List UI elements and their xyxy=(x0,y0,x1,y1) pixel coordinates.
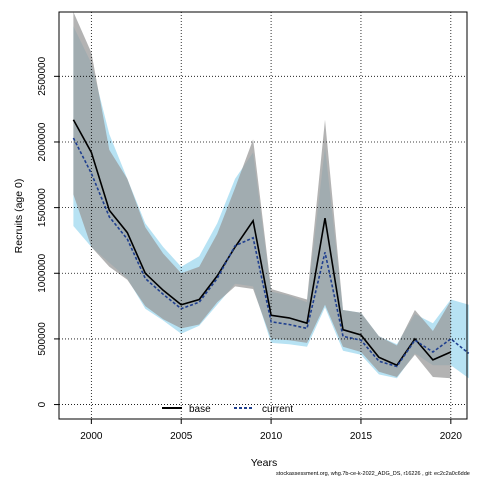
series-line-base xyxy=(72,119,452,367)
series-lines xyxy=(72,119,470,368)
grid xyxy=(59,12,467,419)
x-tick-label-2000: 2000 xyxy=(80,431,103,442)
x-axis: 2000 2005 2010 2015 2020 xyxy=(80,419,462,442)
y-tick-label-500000: 500000 xyxy=(37,322,48,356)
y-axis-title: Recruits (age 0) xyxy=(13,179,25,254)
x-tick-label-2020: 2020 xyxy=(440,431,463,442)
y-tick-label-0: 0 xyxy=(37,401,48,407)
y-axis: 0 500000 1000000 1500000 2000000 2500000 xyxy=(37,56,59,407)
legend: base current xyxy=(162,404,293,415)
plot-frame xyxy=(58,11,468,420)
legend-label-base: base xyxy=(189,404,211,415)
confidence-bands xyxy=(73,12,469,379)
y-tick-label-2000000: 2000000 xyxy=(37,122,48,161)
y-tick-label-1000000: 1000000 xyxy=(37,253,48,292)
x-axis-title: Years xyxy=(251,457,277,469)
x-tick-label-2010: 2010 xyxy=(260,431,283,442)
legend-label-current: current xyxy=(262,404,293,415)
x-tick-label-2015: 2015 xyxy=(350,431,373,442)
footer-credit: stockassessment.org, whg.7b-ce-k-2022_AD… xyxy=(276,471,470,477)
band-base xyxy=(73,12,451,379)
x-tick-label-2005: 2005 xyxy=(170,431,193,442)
y-tick-label-2500000: 2500000 xyxy=(37,56,48,95)
y-tick-label-1500000: 1500000 xyxy=(37,188,48,227)
series-line-current xyxy=(72,137,470,368)
